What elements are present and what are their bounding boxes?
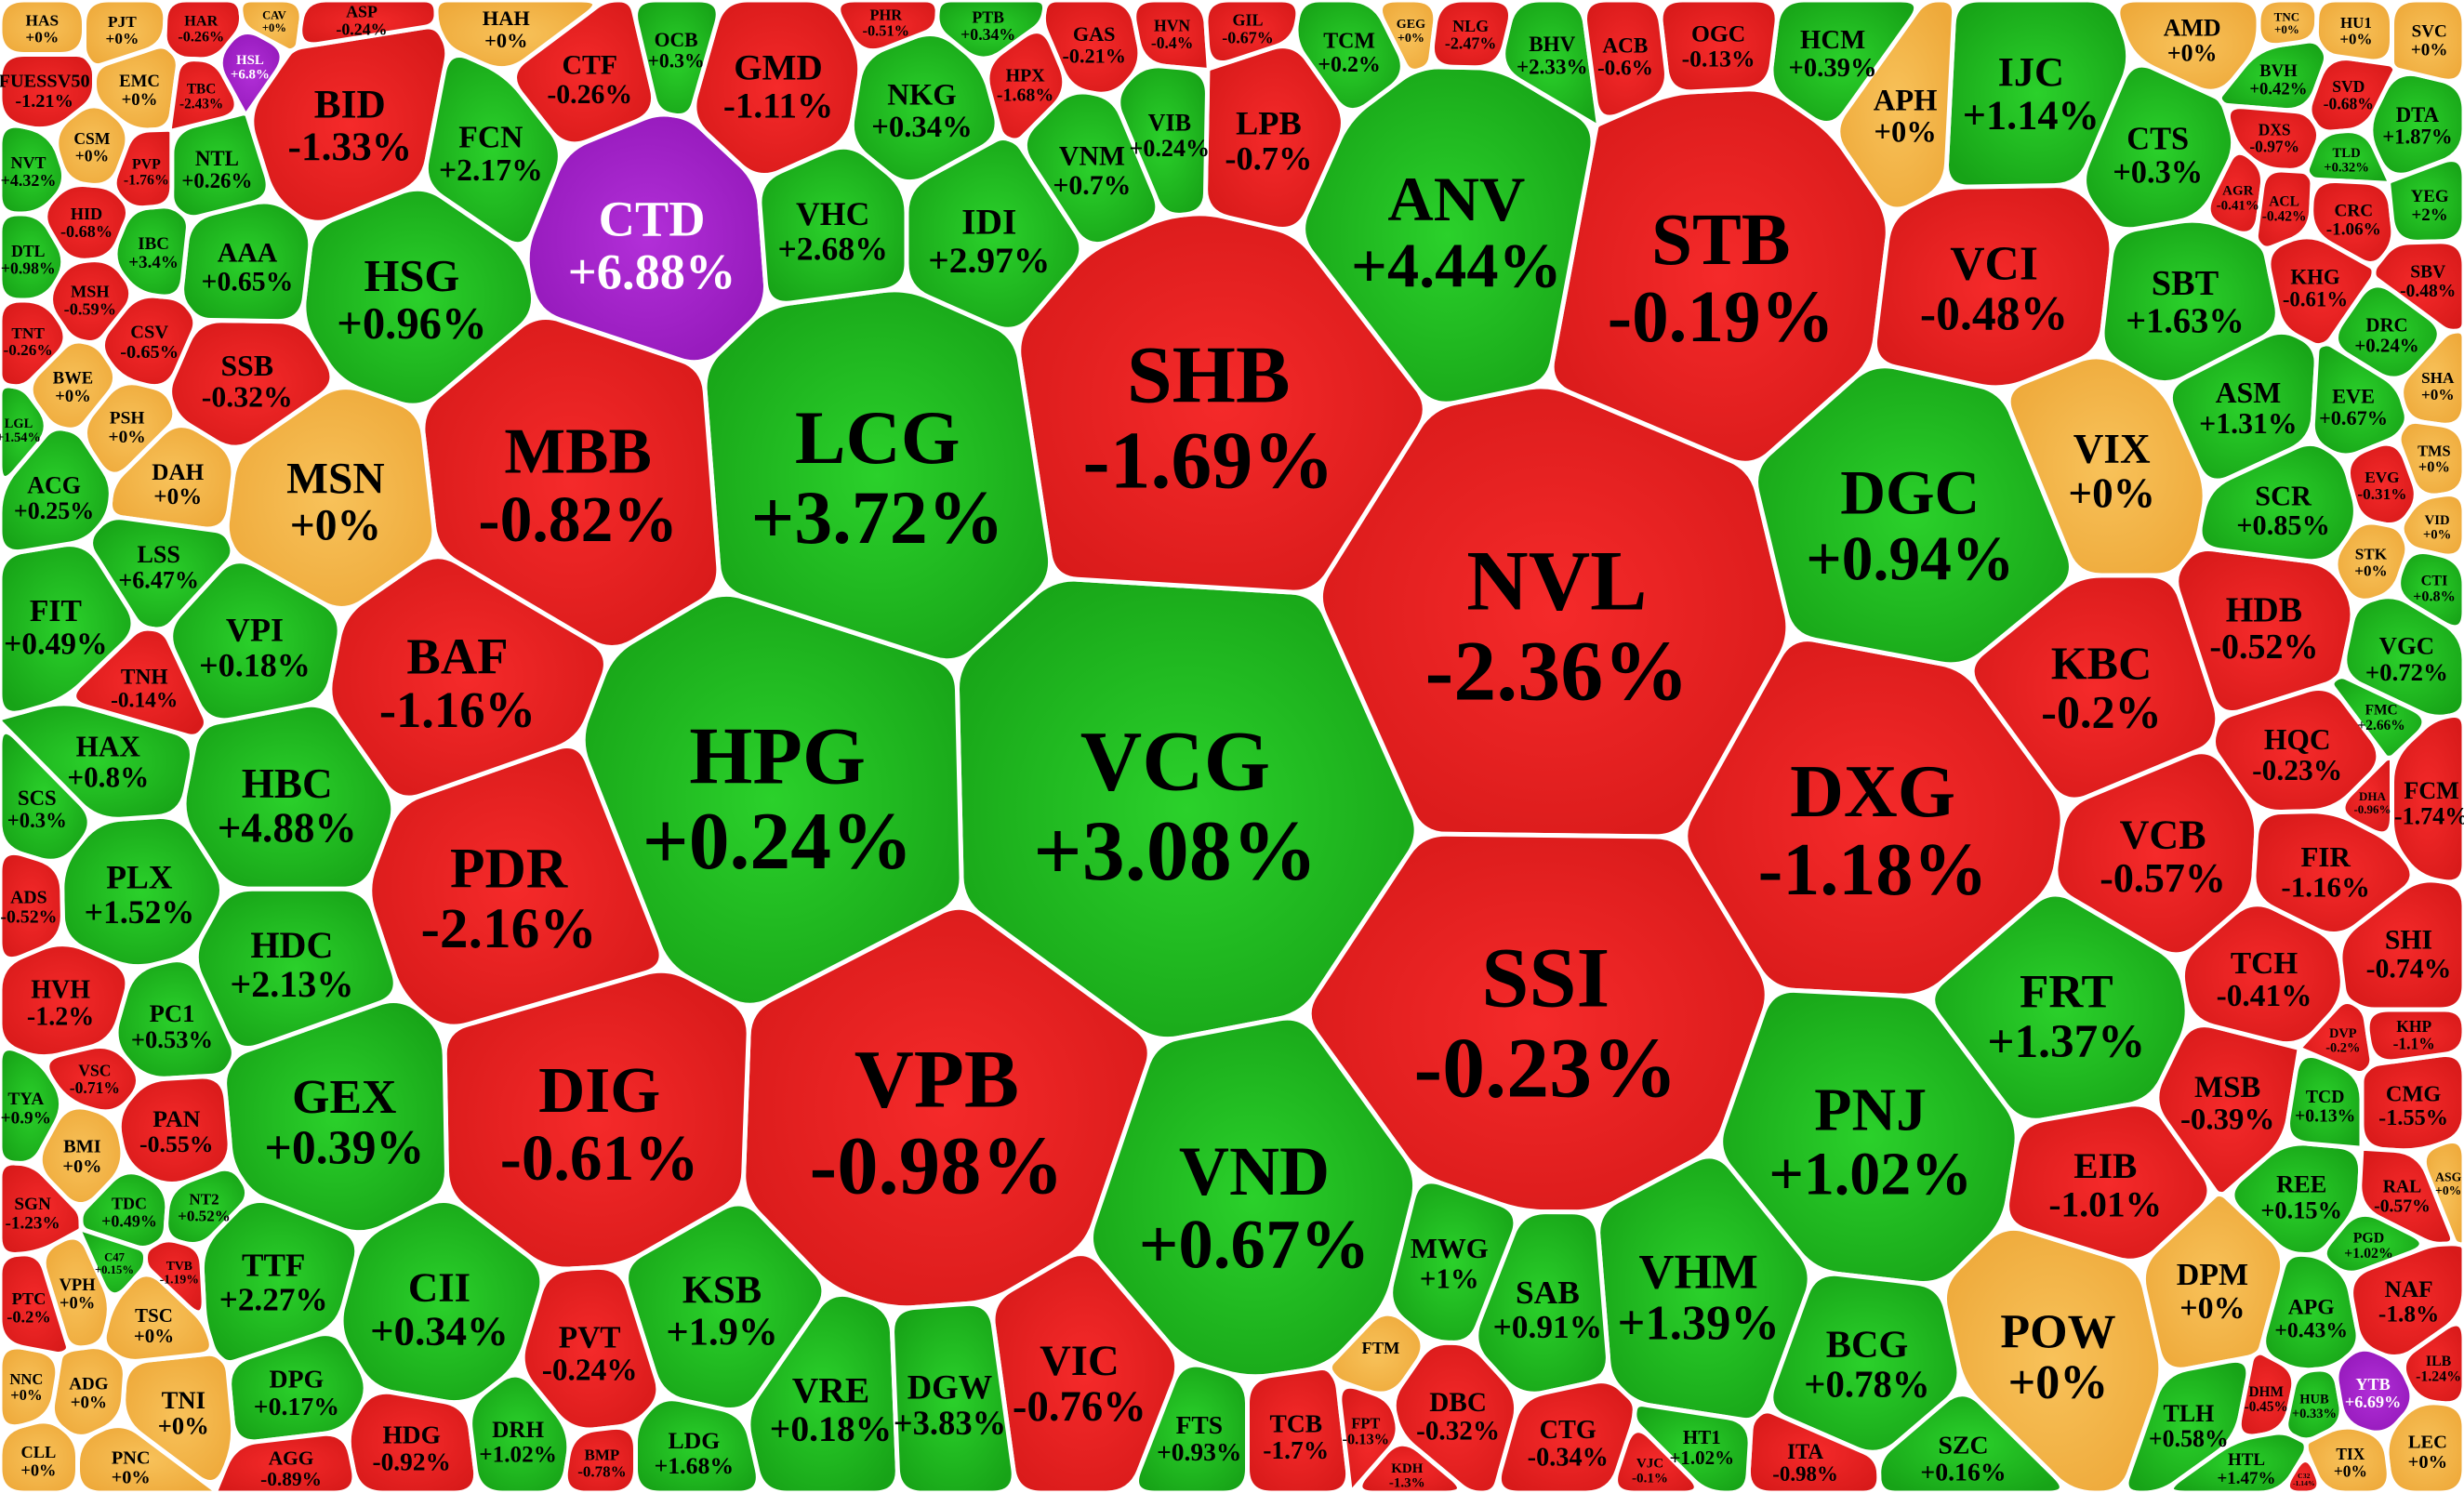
cell-dvp[interactable] (2297, 998, 2375, 1077)
cell-cav[interactable] (238, 0, 304, 54)
cell-vhc[interactable] (757, 144, 909, 306)
cell-adg[interactable] (49, 1344, 127, 1439)
cell-khg[interactable] (2266, 234, 2377, 349)
cell-hah[interactable] (433, 0, 597, 72)
cell-vjc[interactable] (1613, 1428, 1699, 1493)
cell-cts[interactable] (2082, 62, 2236, 232)
cell-fcm[interactable] (2390, 712, 2464, 885)
cell-aaa[interactable] (179, 199, 313, 324)
cell-htl[interactable] (2169, 1430, 2309, 1493)
cell-evg[interactable] (2345, 441, 2418, 527)
cell-tcb[interactable] (1245, 1366, 1351, 1493)
cell-tya[interactable] (0, 1046, 64, 1166)
cell-fit[interactable] (0, 542, 136, 716)
cell-hvh[interactable] (0, 942, 130, 1060)
cell-scs[interactable] (0, 729, 92, 864)
cell-pjt[interactable] (82, 0, 168, 69)
cell-aph[interactable] (1835, 0, 1957, 212)
cell-hcm[interactable] (1769, 0, 1919, 126)
cell-csv[interactable] (99, 293, 198, 390)
cell-has[interactable] (0, 0, 86, 57)
cell-ptb[interactable] (934, 0, 1048, 61)
cell-pgd[interactable] (2322, 1211, 2424, 1275)
cell-ftm[interactable] (1327, 1311, 1425, 1396)
cell-bhv[interactable] (1501, 0, 1601, 128)
cell-vsc[interactable] (45, 1043, 141, 1115)
cell-sbv[interactable] (2371, 239, 2464, 334)
cell-ads[interactable] (0, 850, 65, 962)
cell-cll[interactable] (0, 1419, 80, 1493)
cell-svc[interactable] (2390, 0, 2464, 84)
cell-dha[interactable] (2340, 755, 2394, 837)
cell-hu1[interactable] (2313, 0, 2394, 64)
cell-fts[interactable] (1134, 1362, 1250, 1493)
cell-asg[interactable] (2421, 1139, 2464, 1248)
cell-ocb[interactable] (633, 0, 721, 119)
cell-agr[interactable] (2206, 150, 2266, 236)
cell-tnh[interactable] (72, 626, 208, 739)
cell-mwg[interactable] (1388, 1179, 1518, 1345)
cell-geg[interactable] (1378, 0, 1438, 73)
cell-vci[interactable] (1872, 183, 2114, 390)
cell-nnc[interactable] (0, 1344, 60, 1430)
cell-pvp[interactable] (112, 126, 175, 211)
cell-nlg[interactable] (1429, 0, 1513, 71)
cell-tvb[interactable] (143, 1237, 206, 1315)
cell-dgw[interactable] (890, 1301, 1016, 1493)
cell-ldg[interactable] (633, 1396, 761, 1493)
cell-tcm[interactable] (1293, 0, 1405, 113)
cell-cti[interactable] (2396, 548, 2464, 630)
cell-khp[interactable] (2365, 1007, 2464, 1064)
cell-hdg[interactable] (346, 1389, 479, 1493)
cell-acb[interactable] (1583, 0, 1669, 120)
cell-agg[interactable] (213, 1431, 357, 1493)
cell-stk[interactable] (2333, 520, 2410, 603)
cell-ogc[interactable] (1658, 0, 1780, 95)
cell-hvn[interactable] (1132, 0, 1212, 73)
cell-sgn[interactable] (0, 1160, 84, 1257)
cell-vnm[interactable] (1022, 89, 1160, 247)
cell-cmg[interactable] (2359, 1051, 2464, 1154)
cell-tnc[interactable] (2256, 0, 2320, 48)
cell-vib[interactable] (1116, 63, 1210, 218)
cell-c32[interactable] (2285, 1458, 2322, 1493)
cell-gil[interactable] (1203, 0, 1301, 66)
cell-nt2[interactable] (164, 1166, 250, 1248)
cell-hsl[interactable] (218, 29, 285, 116)
cell-ptc[interactable] (0, 1251, 71, 1357)
cell-ijc[interactable] (1944, 0, 2131, 190)
cell-bmp[interactable] (563, 1424, 638, 1493)
cell-ctf[interactable] (512, 0, 656, 147)
cell-amd[interactable] (2115, 0, 2261, 94)
